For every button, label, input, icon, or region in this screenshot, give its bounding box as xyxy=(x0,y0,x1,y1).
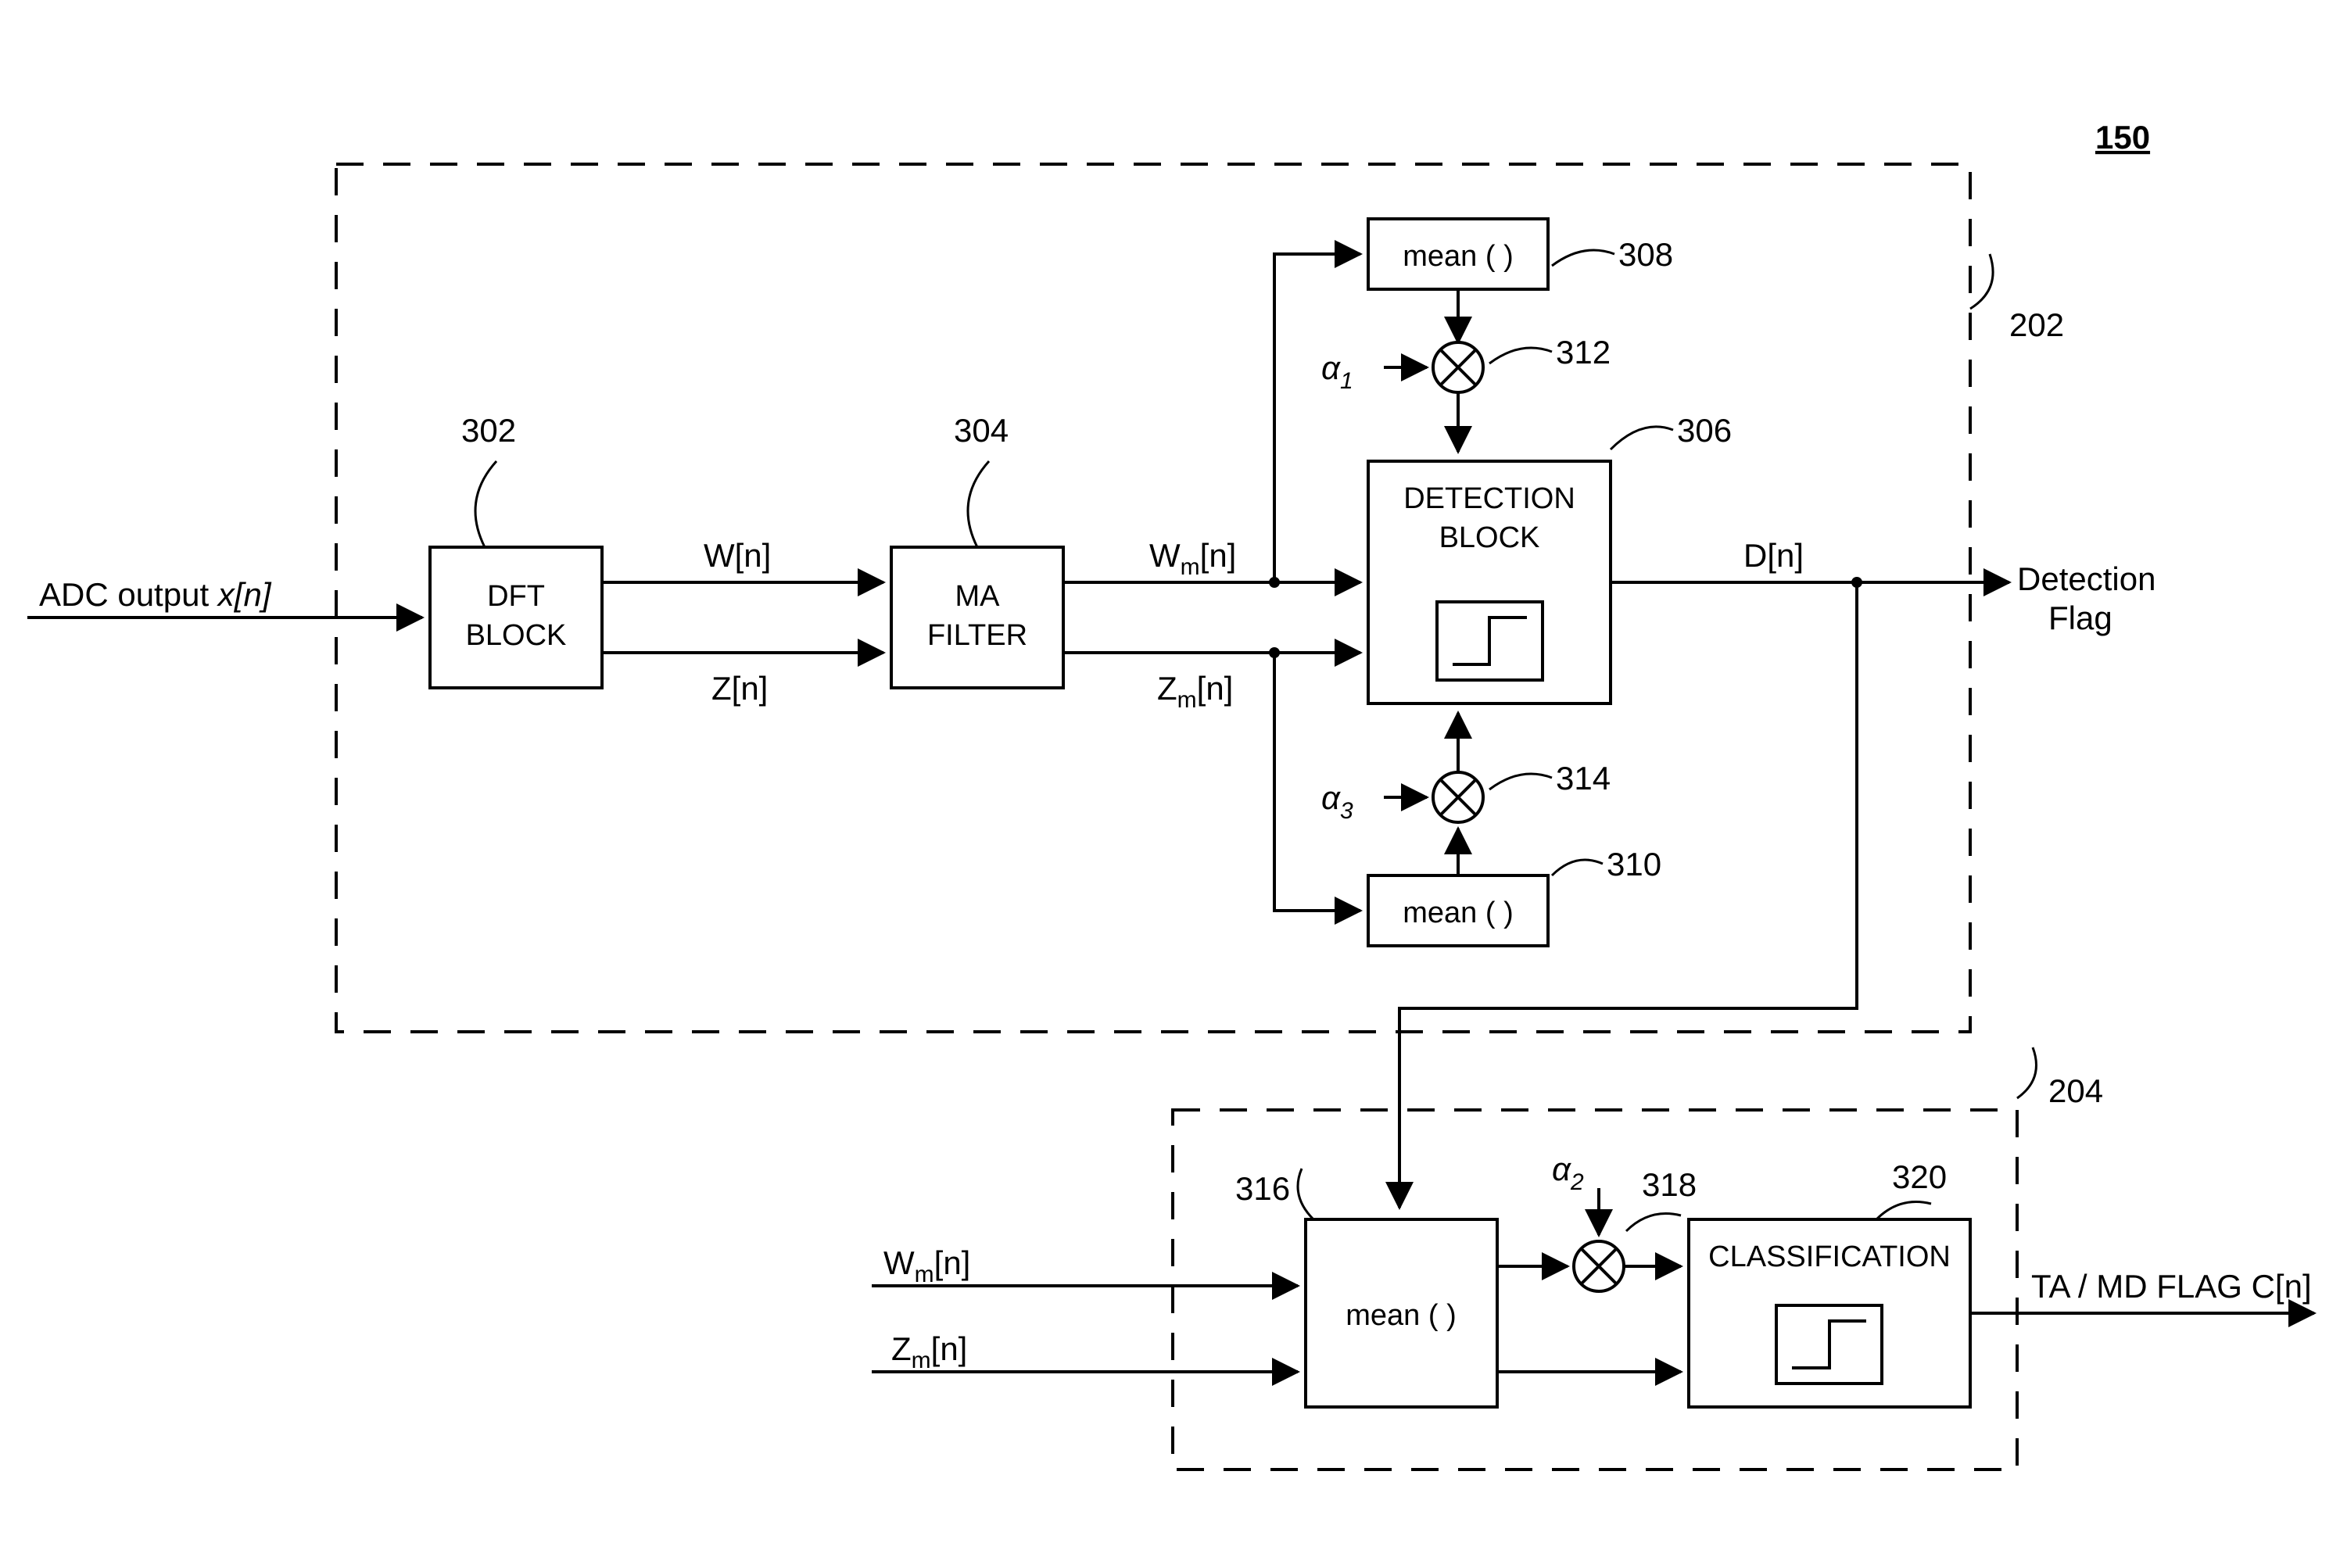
ref-306: 306 xyxy=(1677,412,1732,449)
step-icon-det xyxy=(1437,602,1543,680)
leader-308 xyxy=(1552,250,1614,266)
label-z: Z[n] xyxy=(711,670,768,707)
label-dn: D[n] xyxy=(1743,537,1804,574)
det-label-1: DETECTION xyxy=(1403,482,1575,515)
step-icon-class xyxy=(1776,1305,1882,1384)
ref-304: 304 xyxy=(954,412,1009,449)
det-label-2: BLOCK xyxy=(1439,521,1540,554)
out-det-2: Flag xyxy=(2048,600,2112,636)
ref-312: 312 xyxy=(1556,334,1611,371)
ref-202: 202 xyxy=(2009,306,2064,343)
leader-314 xyxy=(1489,774,1552,789)
mean-308-label: mean ( ) xyxy=(1403,240,1513,273)
label-alpha1: α1 xyxy=(1321,349,1353,394)
figure-ref: 150 xyxy=(2095,119,2150,156)
out-class-label: TA / MD FLAG C[n] xyxy=(2031,1268,2312,1305)
dft-block xyxy=(430,547,602,688)
leader-204 xyxy=(2017,1047,2037,1098)
leader-202 xyxy=(1970,254,1993,309)
leader-320 xyxy=(1876,1202,1931,1220)
ref-318: 318 xyxy=(1642,1166,1697,1203)
dft-label-1: DFT xyxy=(487,580,545,613)
leader-302 xyxy=(475,461,496,547)
mean-310-label: mean ( ) xyxy=(1403,897,1513,929)
mean-316-label: mean ( ) xyxy=(1346,1299,1456,1332)
label-zm-204: Zm[n] xyxy=(891,1330,967,1373)
junction-dn xyxy=(1851,577,1862,588)
leader-312 xyxy=(1489,348,1552,363)
label-zm: Zm[n] xyxy=(1157,670,1233,713)
label-wm: Wm[n] xyxy=(1149,537,1236,580)
label-alpha3: α3 xyxy=(1321,779,1353,824)
label-wm-204: Wm[n] xyxy=(883,1244,970,1287)
class-label: CLASSIFICATION xyxy=(1708,1240,1951,1273)
label-alpha2: α2 xyxy=(1552,1151,1584,1195)
ref-308: 308 xyxy=(1618,236,1673,273)
ref-314: 314 xyxy=(1556,760,1611,797)
label-w: W[n] xyxy=(704,537,771,574)
junction-zm xyxy=(1269,647,1280,658)
leader-310 xyxy=(1552,860,1603,875)
ma-label-2: FILTER xyxy=(927,619,1027,652)
ref-310: 310 xyxy=(1607,846,1661,882)
ref-320: 320 xyxy=(1892,1158,1947,1195)
ref-302: 302 xyxy=(461,412,516,449)
mult-314 xyxy=(1433,772,1483,822)
dft-label-2: BLOCK xyxy=(466,619,567,652)
mult-312 xyxy=(1433,342,1483,392)
branch-wm-mean308 xyxy=(1274,254,1360,582)
leader-316 xyxy=(1298,1169,1313,1219)
input-label: ADC output x[n] xyxy=(39,576,272,613)
branch-zm-mean310 xyxy=(1274,653,1360,911)
ma-filter-block xyxy=(891,547,1063,688)
leader-304 xyxy=(968,461,989,547)
ref-204: 204 xyxy=(2048,1072,2103,1109)
mult-318 xyxy=(1574,1241,1624,1291)
ma-label-1: MA xyxy=(955,580,1001,613)
out-det-1: Detection xyxy=(2017,560,2155,597)
junction-wm xyxy=(1269,577,1280,588)
leader-318 xyxy=(1626,1214,1681,1232)
leader-306 xyxy=(1611,427,1673,449)
ref-316: 316 xyxy=(1235,1170,1290,1207)
